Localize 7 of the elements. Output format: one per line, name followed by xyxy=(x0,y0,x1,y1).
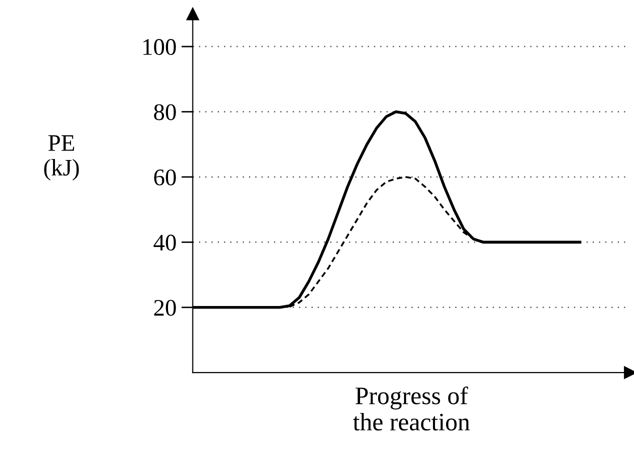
y-tick-label: 20 xyxy=(154,300,176,316)
y-tick-label: 60 xyxy=(154,169,176,186)
y-axis-title: PE (kJ) xyxy=(44,135,79,180)
x-axis-title: Progress of the reaction xyxy=(353,386,470,431)
y-tick-label: 40 xyxy=(154,234,176,251)
y-tick-label: 80 xyxy=(154,104,176,120)
y-tick-label: 100 xyxy=(143,39,176,55)
